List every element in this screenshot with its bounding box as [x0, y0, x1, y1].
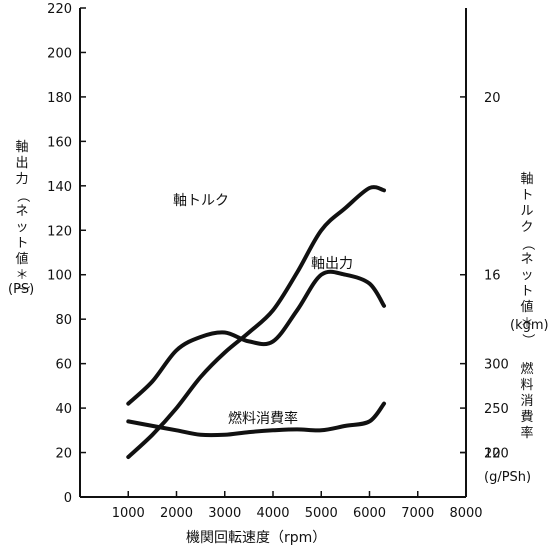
axis-label-char: 値: [15, 252, 29, 267]
left-axis-ticks: 0 20 40 60 80 100 120 140 160 180 200 220: [47, 2, 86, 506]
fuel-axis-label: 燃料消費率: [518, 362, 536, 442]
left-tick-label: 160: [47, 135, 72, 150]
axis-label-char: 値: [520, 300, 534, 315]
right-axis-ticks: 12 16 20 200 250 300: [460, 91, 509, 462]
power-series-label: 軸出力: [311, 256, 353, 272]
torque-curve: [126, 269, 386, 406]
axis-label-char: ッ: [520, 268, 534, 283]
axis-label-char: 料: [520, 378, 534, 393]
x-tick-label: 7000: [401, 506, 434, 521]
fuel-tick-label: 300: [484, 358, 509, 373]
x-tick-label: 8000: [449, 506, 482, 521]
x-tick-label: 1000: [112, 506, 145, 521]
left-tick-label: 120: [47, 224, 72, 239]
torque-tick-label: 20: [484, 91, 501, 106]
x-axis-ticks: 1000 2000 3000 4000 5000 6000 7000 8000: [112, 491, 483, 521]
torque-axis-label: 軸トルク（ネット値＊）: [518, 172, 536, 348]
left-axis-unit: (PS): [8, 282, 35, 297]
left-tick-label: 220: [47, 2, 72, 17]
fuel-tick-label: 200: [484, 447, 509, 462]
fuel-tick-label: 250: [484, 402, 509, 417]
chart-series: [126, 185, 386, 459]
axis-label-char: ＊: [15, 268, 29, 283]
axis-label-char: ト: [520, 188, 534, 203]
left-tick-label: 20: [55, 447, 72, 462]
axis-label-char: ネ: [520, 252, 534, 267]
left-tick-label: 100: [47, 269, 72, 284]
axis-label-char: 軸: [15, 140, 29, 155]
axis-label-char: （: [520, 237, 535, 251]
axis-label-char: 費: [520, 410, 534, 425]
x-tick-label: 5000: [305, 506, 338, 521]
left-tick-label: 180: [47, 91, 72, 106]
axis-label-char: ッ: [15, 220, 29, 235]
torque-tick-label: 16: [484, 269, 501, 284]
left-tick-label: 0: [64, 491, 72, 506]
fuel-consumption-curve: [126, 401, 386, 438]
axis-label-char: 率: [520, 426, 534, 441]
axis-label-char: 軸: [520, 172, 534, 187]
axis-label-char: ＊: [520, 316, 534, 331]
x-tick-label: 3000: [208, 506, 241, 521]
axis-label-char: 消: [520, 394, 534, 409]
axis-label-char: 出: [15, 156, 29, 171]
fuel-axis-unit: (g/PSh): [484, 470, 532, 485]
torque-tick-label: 12: [484, 447, 501, 462]
torque-axis-unit: (kgm): [510, 318, 549, 333]
left-axis-label: 軸出力（ネット値＊）: [13, 140, 31, 300]
axis-label-char: ト: [520, 284, 534, 299]
left-tick-label: 140: [47, 180, 72, 195]
left-tick-label: 200: [47, 46, 72, 61]
axis-label-char: ト: [15, 236, 29, 251]
axis-label-char: ク: [520, 220, 534, 235]
left-tick-label: 80: [55, 313, 72, 328]
x-tick-label: 2000: [160, 506, 193, 521]
x-tick-label: 4000: [256, 506, 289, 521]
axis-label-char: ）: [520, 333, 535, 347]
x-tick-label: 6000: [353, 506, 386, 521]
axis-label-char: ネ: [15, 204, 29, 219]
axis-label-char: ル: [520, 204, 534, 219]
x-axis-label: 機関回転速度（rpm）: [186, 530, 327, 546]
axis-label-char: 燃: [520, 362, 534, 377]
left-tick-label: 40: [55, 402, 72, 417]
torque-series-label: 軸トルク: [173, 193, 229, 209]
left-tick-label: 60: [55, 358, 72, 373]
power-curve: [126, 185, 386, 459]
fuel-series-label: 燃料消費率: [228, 410, 298, 427]
axis-label-char: 力: [15, 172, 29, 187]
axis-label-char: （: [15, 189, 30, 203]
